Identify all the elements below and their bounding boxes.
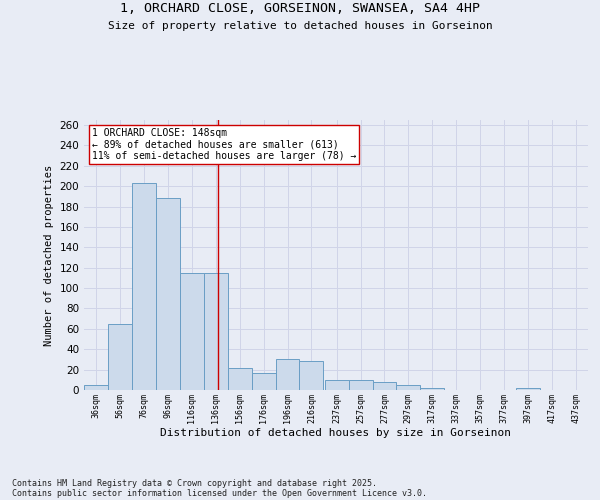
Bar [251, 372, 275, 390]
Text: 1, ORCHARD CLOSE, GORSEINON, SWANSEA, SA4 4HP: 1, ORCHARD CLOSE, GORSEINON, SWANSEA, SA… [120, 2, 480, 16]
Y-axis label: Number of detached properties: Number of detached properties [44, 164, 54, 346]
Bar [227, 368, 251, 390]
Bar [84, 385, 108, 390]
Bar [108, 324, 132, 390]
Text: Size of property relative to detached houses in Gorseinon: Size of property relative to detached ho… [107, 21, 493, 31]
Bar [397, 385, 421, 390]
Bar [180, 273, 204, 390]
Bar [156, 198, 180, 390]
Bar [275, 360, 299, 390]
Bar [516, 388, 540, 390]
Bar [204, 273, 227, 390]
Bar [349, 380, 373, 390]
Text: 1 ORCHARD CLOSE: 148sqm
← 89% of detached houses are smaller (613)
11% of semi-d: 1 ORCHARD CLOSE: 148sqm ← 89% of detache… [92, 128, 356, 162]
Text: Contains public sector information licensed under the Open Government Licence v3: Contains public sector information licen… [12, 488, 427, 498]
Bar [325, 380, 349, 390]
Bar [373, 382, 397, 390]
Bar [299, 362, 323, 390]
Bar [421, 388, 445, 390]
X-axis label: Distribution of detached houses by size in Gorseinon: Distribution of detached houses by size … [161, 428, 511, 438]
Bar [132, 183, 156, 390]
Text: Contains HM Land Registry data © Crown copyright and database right 2025.: Contains HM Land Registry data © Crown c… [12, 478, 377, 488]
